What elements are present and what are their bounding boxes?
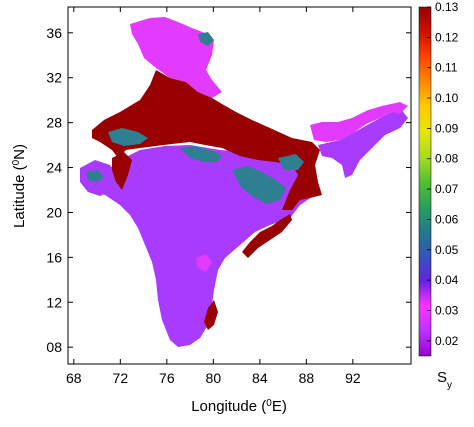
colorbar-tick-label: 0.03 bbox=[435, 303, 459, 317]
colorbar-ticks: 0.13 0.12 0.11 0.10 0.09 0.08 0.07 0.06 0.05 0.04… bbox=[427, 0, 459, 348]
india-map bbox=[80, 17, 408, 347]
map-region-ne-pink bbox=[310, 102, 408, 142]
y-tick-label: 08 bbox=[46, 339, 62, 355]
map-region-mid-teal-1 bbox=[108, 128, 148, 146]
colorbar-title: Sy bbox=[437, 369, 452, 391]
x-tick-label: 92 bbox=[345, 370, 361, 386]
map-region-high-sy-west bbox=[112, 152, 132, 190]
y-tick-label: 28 bbox=[46, 115, 62, 131]
y-tick-label: 32 bbox=[46, 70, 62, 86]
colorbar-tick-label: 0.13 bbox=[435, 0, 459, 14]
map-region-mid-teal-2 bbox=[180, 146, 222, 162]
y-tick-label: 16 bbox=[46, 249, 62, 265]
colorbar-tick-label: 0.05 bbox=[435, 243, 459, 257]
y-axis-label: Latitude (0N) bbox=[11, 144, 29, 228]
colorbar-tick-label: 0.08 bbox=[435, 152, 459, 166]
y-axis: 08 12 16 20 24 28 32 36 bbox=[46, 25, 411, 355]
x-tick-label: 80 bbox=[206, 370, 222, 386]
colorbar-tick-label: 0.12 bbox=[435, 30, 459, 44]
colorbar-tick-label: 0.10 bbox=[435, 91, 459, 105]
x-tick-label: 84 bbox=[252, 370, 268, 386]
map-region-east-coast bbox=[242, 214, 292, 258]
y-tick-label: 12 bbox=[46, 294, 62, 310]
colorbar bbox=[418, 6, 432, 357]
map-region-mid-teal-3 bbox=[232, 166, 286, 204]
x-tick-label: 76 bbox=[159, 370, 175, 386]
map-region-high-sy bbox=[92, 70, 322, 210]
map-region-mid-teal-5 bbox=[198, 32, 214, 46]
x-axis: 68 72 76 80 84 88 92 bbox=[66, 7, 361, 386]
colorbar-tick-label: 0.04 bbox=[435, 273, 459, 287]
y-tick-label: 20 bbox=[46, 204, 62, 220]
colorbar-tick-label: 0.11 bbox=[435, 61, 458, 75]
x-tick-label: 88 bbox=[299, 370, 315, 386]
x-axis-label: Longitude (0E) bbox=[191, 398, 287, 416]
x-tick-label: 68 bbox=[66, 370, 82, 386]
map-region-south-pink bbox=[196, 254, 212, 272]
colorbar-tick-label: 0.07 bbox=[435, 182, 459, 196]
y-tick-label: 24 bbox=[46, 160, 62, 176]
map-region-mid-teal-4 bbox=[278, 154, 304, 170]
map-region-northeast bbox=[318, 108, 408, 178]
map-region-southeast bbox=[204, 300, 218, 330]
colorbar-tick-label: 0.09 bbox=[435, 121, 459, 135]
colorbar-tick-label: 0.02 bbox=[435, 334, 459, 348]
colorbar-tick-label: 0.06 bbox=[435, 212, 459, 226]
map-region-mid-teal-6 bbox=[86, 170, 104, 182]
x-tick-label: 72 bbox=[113, 370, 129, 386]
y-tick-label: 36 bbox=[46, 25, 62, 41]
